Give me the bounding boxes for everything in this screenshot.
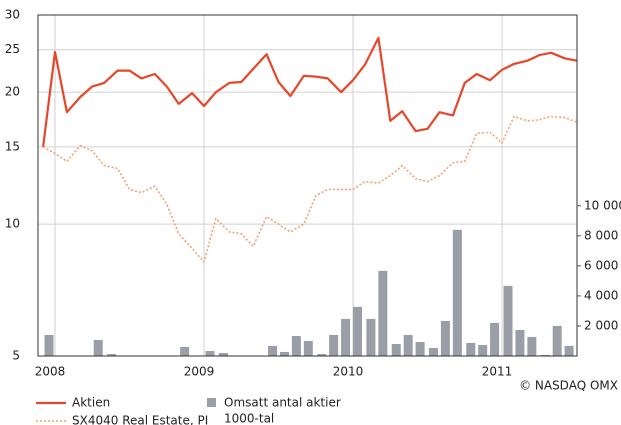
- bar: [366, 318, 376, 356]
- bar: [540, 354, 550, 356]
- bar: [478, 345, 488, 356]
- bar: [329, 334, 339, 356]
- x-tick-label: 2008: [35, 365, 66, 379]
- bar: [466, 342, 476, 356]
- bar: [415, 342, 425, 356]
- legend-note: 1000-tal: [224, 412, 274, 425]
- y2-tick-label: 2 000: [584, 318, 618, 332]
- bar: [552, 325, 562, 356]
- source: © NASDAQ OMX: [519, 379, 618, 393]
- y-tick-label: 5: [12, 349, 20, 363]
- bar: [107, 354, 117, 356]
- y-tick-label: 15: [5, 139, 20, 153]
- bar: [205, 351, 215, 356]
- line: [42, 36, 577, 148]
- bar: [428, 348, 438, 356]
- bar: [391, 343, 401, 356]
- bar: [527, 336, 537, 356]
- bar: [291, 336, 301, 356]
- bar: [440, 320, 450, 356]
- y-tick-label: 10: [5, 217, 20, 231]
- plot-frame: [37, 14, 578, 357]
- y2-tick-label: 8 000: [584, 228, 618, 242]
- bar: [503, 285, 513, 356]
- y2-tick-label: 10 000: [584, 198, 621, 212]
- bar: [268, 345, 278, 356]
- x-tick-label: 2010: [333, 365, 364, 379]
- legend-swatch: [207, 398, 216, 407]
- bar: [279, 351, 289, 356]
- legend-label: Aktien: [72, 396, 110, 410]
- bar: [218, 352, 228, 356]
- bar: [452, 229, 462, 356]
- bar: [403, 334, 413, 356]
- line: [42, 115, 577, 263]
- bar: [44, 334, 54, 356]
- bar: [352, 306, 362, 356]
- y-tick-label: 30: [5, 8, 20, 22]
- bar: [303, 340, 313, 356]
- bar: [180, 346, 190, 356]
- x-tick-label: 2011: [482, 365, 513, 379]
- bar: [515, 330, 525, 356]
- legend-label: SX4040 Real Estate, PI: [72, 414, 208, 425]
- bar: [341, 318, 351, 356]
- y-tick-label: 20: [5, 85, 20, 99]
- legend-label: Omsatt antal aktier: [224, 396, 341, 410]
- x-tick-label: 2009: [184, 365, 215, 379]
- bar: [564, 345, 574, 356]
- y2-tick-label: 4 000: [584, 288, 618, 302]
- bar: [317, 354, 327, 356]
- bar: [93, 339, 103, 356]
- y2-tick-label: 6 000: [584, 258, 618, 272]
- bar: [490, 322, 500, 356]
- bar: [378, 270, 388, 356]
- y-tick-label: 25: [5, 42, 20, 56]
